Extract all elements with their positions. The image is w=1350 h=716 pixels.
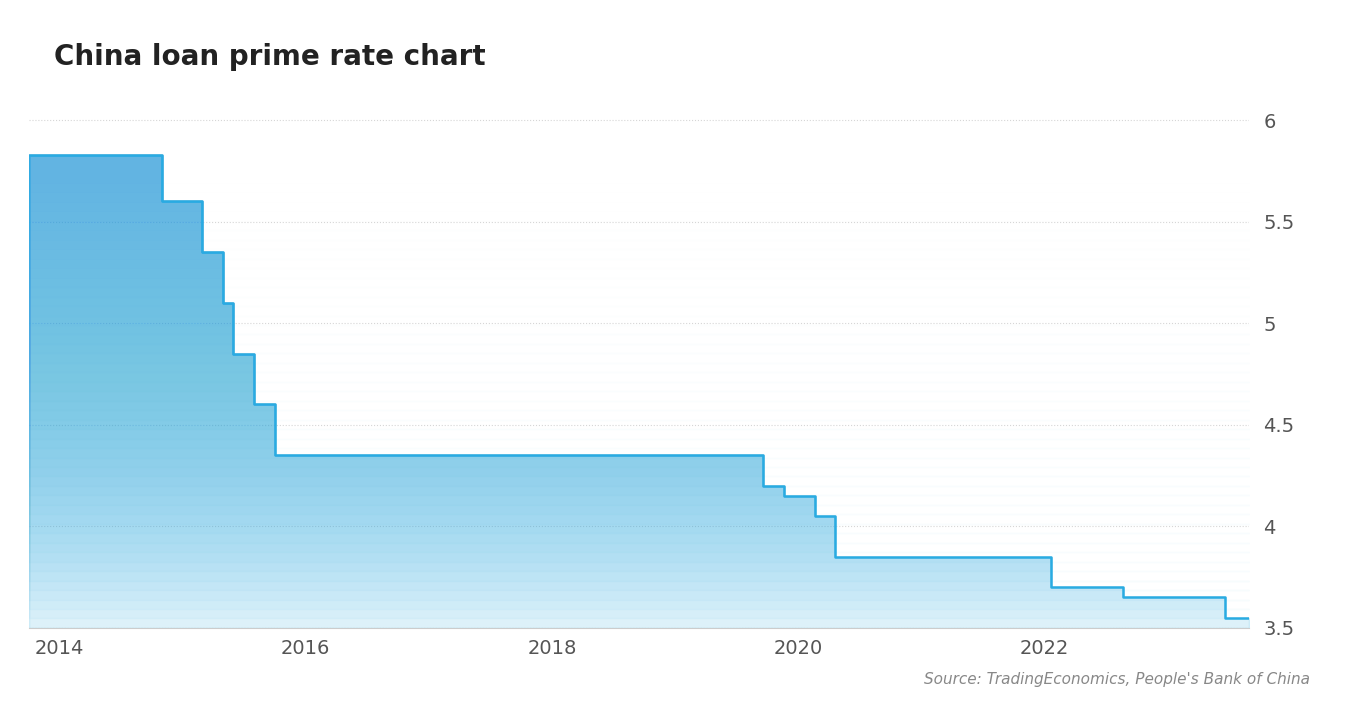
Text: China loan prime rate chart: China loan prime rate chart (54, 43, 486, 71)
Text: Source: TradingEconomics, People's Bank of China: Source: TradingEconomics, People's Bank … (923, 672, 1310, 687)
